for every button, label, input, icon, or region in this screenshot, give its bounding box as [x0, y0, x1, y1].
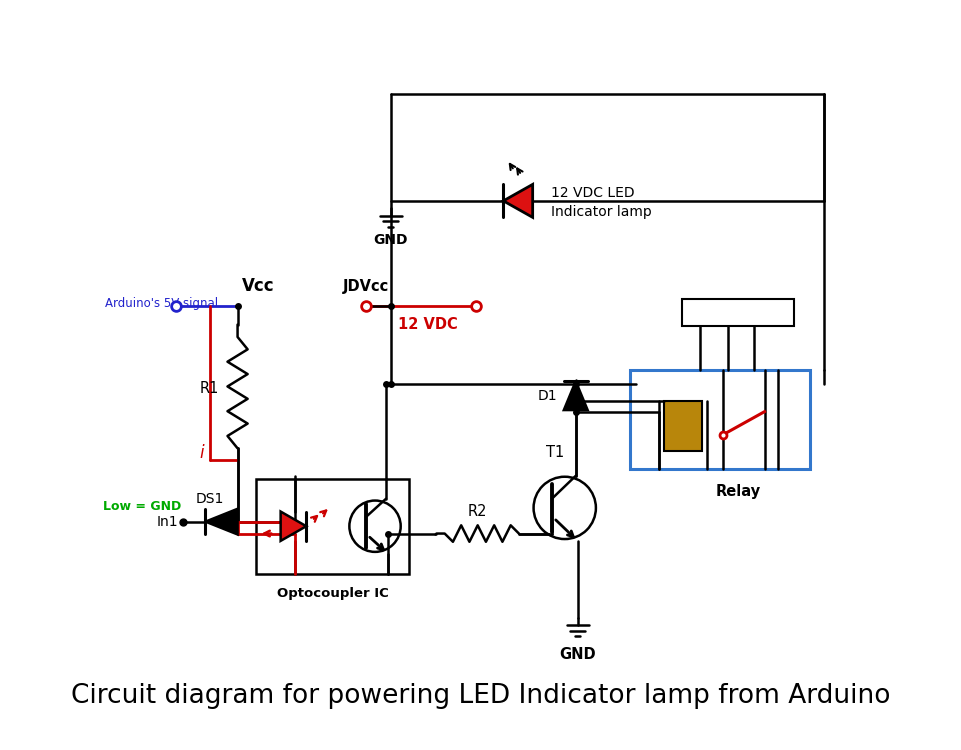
Text: GND: GND: [559, 647, 596, 662]
Text: D1: D1: [538, 388, 557, 403]
Text: Arduino's 5V signal: Arduino's 5V signal: [105, 297, 218, 310]
Text: 12 VDC: 12 VDC: [398, 317, 457, 332]
Text: Circuit diagram for powering LED Indicator lamp from Arduino: Circuit diagram for powering LED Indicat…: [71, 682, 890, 709]
Text: i: i: [200, 444, 204, 462]
Text: Relay: Relay: [716, 484, 761, 499]
Text: In1: In1: [157, 514, 178, 529]
Text: Optocoupler IC: Optocoupler IC: [277, 586, 388, 600]
Polygon shape: [281, 512, 307, 541]
Text: DS1: DS1: [196, 492, 224, 506]
Text: Vcc: Vcc: [242, 278, 275, 296]
Bar: [664, 400, 702, 451]
Text: R1: R1: [200, 381, 219, 396]
Polygon shape: [206, 509, 237, 535]
Text: Low = GND: Low = GND: [103, 500, 181, 512]
Text: T1: T1: [547, 446, 565, 460]
Text: NO COM NC: NO COM NC: [700, 306, 776, 320]
Bar: [256, 478, 409, 574]
Bar: [629, 370, 810, 470]
Text: 12 VDC LED
Indicator lamp: 12 VDC LED Indicator lamp: [551, 186, 652, 220]
Polygon shape: [504, 184, 532, 218]
Text: GND: GND: [374, 233, 407, 247]
Text: JDVcc: JDVcc: [343, 279, 389, 294]
Polygon shape: [564, 381, 588, 410]
Bar: [682, 299, 794, 326]
Text: R2: R2: [468, 504, 487, 519]
